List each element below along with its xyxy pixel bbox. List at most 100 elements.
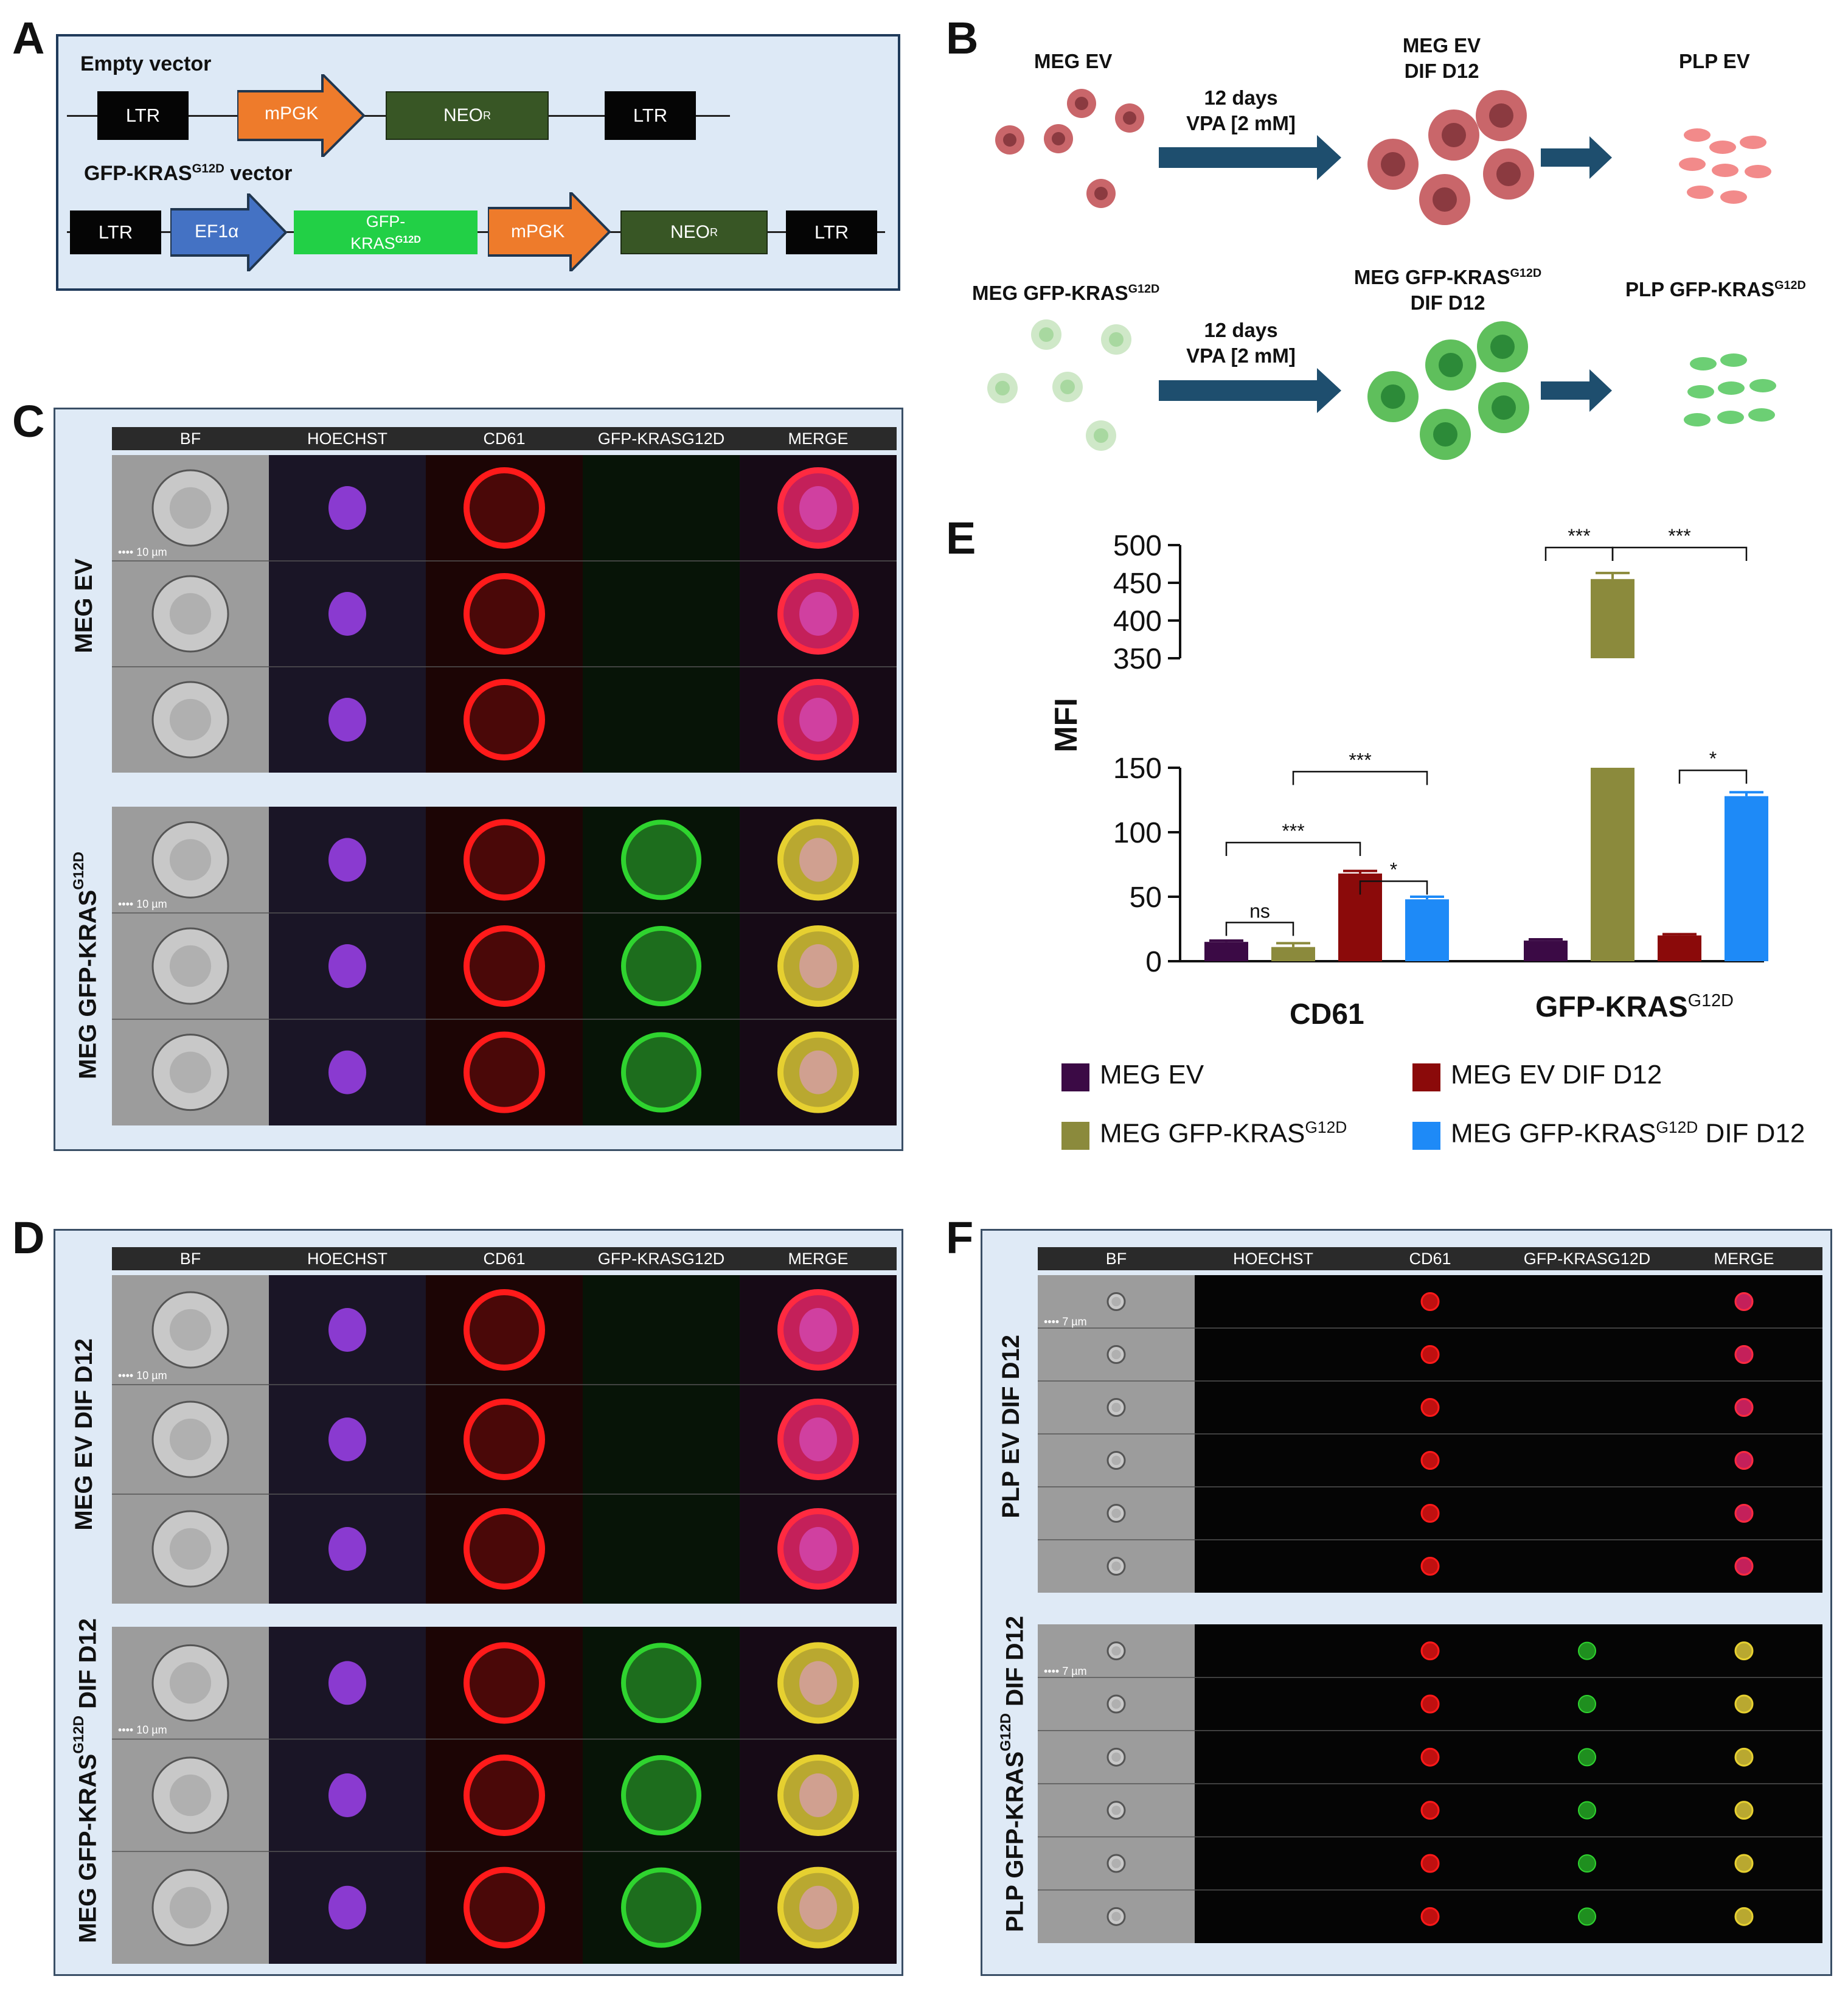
gfp-kras-line2-sup: G12D xyxy=(395,234,421,245)
cell-image xyxy=(1578,1907,1596,1926)
bar xyxy=(1591,579,1634,658)
cell-image xyxy=(1734,1292,1754,1311)
f-row-label-gfp-sup: G12D xyxy=(998,1713,1014,1751)
cell-image xyxy=(1106,1854,1126,1873)
meg-ev-dif-cells xyxy=(1367,90,1534,225)
meg-ev-cells xyxy=(995,89,1144,208)
b-arrow1-text: 12 days VPA [2 mM] xyxy=(1162,85,1320,136)
cell-image xyxy=(1734,1907,1754,1926)
cell-image xyxy=(1420,1641,1440,1661)
cell-image xyxy=(1106,1641,1126,1661)
cell-image xyxy=(777,467,859,549)
ltr-right-empty: LTR xyxy=(605,91,696,140)
panel-d-label: D xyxy=(12,1212,45,1263)
panel-f-header: BF HOECHST CD61 GFP-KRASG12D MERGE xyxy=(1038,1247,1822,1270)
micrograph-grid: •••• 10 µm xyxy=(112,1275,897,1604)
f-grid-plp-ev: •••• 7 µm xyxy=(1038,1275,1822,1593)
cell-image xyxy=(151,469,229,547)
d-hdr-cd61: CD61 xyxy=(483,1250,526,1268)
cell-image xyxy=(464,1508,545,1590)
f-row-label-ev: PLP EV DIF D12 xyxy=(998,1335,1024,1518)
b-arrow1-l2: VPA [2 mM] xyxy=(1186,112,1296,134)
y-tick-label: 150 xyxy=(1113,753,1162,785)
y-tick-label: 400 xyxy=(1113,605,1162,638)
cell-image xyxy=(777,1642,859,1724)
legend-swatch-meg-gfp xyxy=(1061,1122,1089,1150)
meg-gfp-cells xyxy=(987,319,1131,451)
ef1a-label: EF1α xyxy=(195,221,239,242)
cell-image xyxy=(777,1866,859,1949)
e-group-gfp: GFP-KRASG12D xyxy=(1535,990,1734,1024)
d-row-label-gfp-post: DIF D12 xyxy=(74,1618,102,1716)
panel-e-label: E xyxy=(946,513,976,563)
cell-image xyxy=(1420,1292,1440,1311)
bar xyxy=(1591,768,1634,961)
y-tick-label: 450 xyxy=(1113,568,1162,600)
micrograph-grid: •••• 10 µm xyxy=(112,455,897,773)
b-meg-ev-dif-l2: DIF D12 xyxy=(1404,60,1479,82)
cell-image xyxy=(151,927,229,1005)
legend-label-meg-gfp-dif: MEG GFP-KRASG12D DIF D12 xyxy=(1451,1118,1805,1149)
c-hdr-gfp: GFP-KRASG12D xyxy=(597,430,725,448)
f-row-label-gfp: PLP GFP-KRASG12D DIF D12 xyxy=(998,1616,1029,1932)
cell-image xyxy=(464,573,545,655)
b-meg-gfp: MEG GFP-KRASG12D xyxy=(972,276,1159,306)
f-row-label-gfp-text: PLP GFP-KRAS xyxy=(1001,1751,1029,1932)
cell-image xyxy=(1734,1801,1754,1820)
cell-image xyxy=(1106,1504,1126,1523)
c-grid-meg-ev: •••• 10 µm xyxy=(112,455,897,773)
c-row-label-gfp-text: MEG GFP-KRAS xyxy=(74,889,102,1079)
cell-image xyxy=(151,1869,229,1947)
cell-image xyxy=(1734,1451,1754,1470)
micrograph-grid: •••• 10 µm xyxy=(112,1627,897,1964)
cell-image xyxy=(328,1050,366,1094)
f-hdr-hoechst: HOECHST xyxy=(1232,1250,1313,1268)
b-plp-ev: PLP EV xyxy=(1679,50,1750,72)
neo-sup: R xyxy=(483,109,491,122)
cell-image xyxy=(1106,1907,1126,1926)
c-grid-meg-gfp: •••• 10 µm xyxy=(112,807,897,1125)
significance-bracket xyxy=(1359,880,1428,895)
significance-label: * xyxy=(1709,748,1717,770)
legend-meg-gfp-dif-text: MEG GFP-KRAS xyxy=(1451,1118,1656,1149)
cell-image xyxy=(777,1399,859,1480)
scale-bar-label: •••• 10 µm xyxy=(118,1723,167,1736)
cell-image xyxy=(1734,1557,1754,1576)
cell-image xyxy=(1578,1695,1596,1713)
cell-image xyxy=(1106,1345,1126,1364)
cell-image xyxy=(1420,1557,1440,1576)
panel-c-label: C xyxy=(12,396,45,447)
bar xyxy=(1658,935,1701,961)
mpgk-arrow-empty xyxy=(237,74,365,157)
cell-image xyxy=(328,1885,366,1930)
significance-label: *** xyxy=(1568,525,1590,547)
cell-image xyxy=(328,486,366,530)
legend-label-meg-ev: MEG EV xyxy=(1100,1060,1204,1090)
cell-image xyxy=(1420,1801,1440,1820)
cell-image xyxy=(151,1291,229,1369)
cell-image xyxy=(464,1289,545,1371)
significance-bracket xyxy=(1225,922,1294,936)
arrow-3 xyxy=(1159,368,1341,413)
b-arrow2-text: 12 days VPA [2 mM] xyxy=(1162,318,1320,369)
cell-image xyxy=(777,679,859,760)
cell-image xyxy=(151,1644,229,1722)
mpgk-label-empty: mPGK xyxy=(265,103,319,123)
significance-label: *** xyxy=(1282,820,1304,842)
neo-label-gfp: NEO xyxy=(670,222,710,242)
e-group-gfp-text: GFP-KRAS xyxy=(1535,991,1688,1023)
b-plp-gfp: PLP GFP-KRASG12D xyxy=(1625,273,1806,302)
legend-meg-gfp-text: MEG GFP-KRAS xyxy=(1100,1118,1305,1149)
cell-image xyxy=(151,1510,229,1588)
arrow-4 xyxy=(1541,369,1612,412)
cell-image xyxy=(328,1308,366,1352)
cell-image xyxy=(328,1417,366,1461)
significance-bracket xyxy=(1292,771,1428,785)
cell-image xyxy=(621,1643,701,1723)
significance-label: *** xyxy=(1668,525,1690,547)
f-grid-plp-gfp: •••• 7 µm xyxy=(1038,1624,1822,1943)
scale-bar-label: •••• 10 µm xyxy=(118,546,167,558)
legend-swatch-meg-ev-dif xyxy=(1412,1063,1440,1091)
cell-image xyxy=(1734,1641,1754,1661)
cell-image xyxy=(777,573,859,655)
